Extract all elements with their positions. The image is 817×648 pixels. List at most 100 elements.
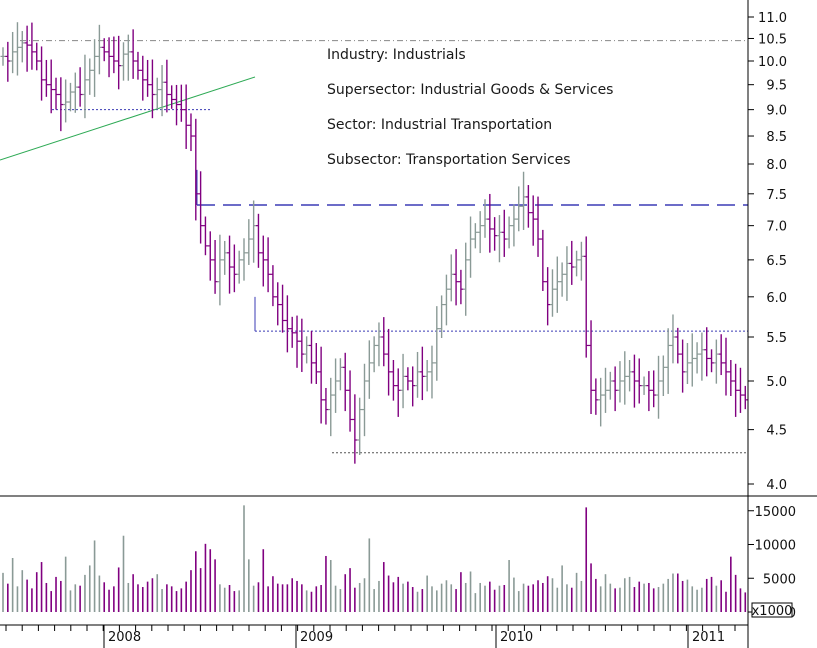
price-tick-label: 4.5 xyxy=(766,424,787,439)
price-bar xyxy=(617,361,623,403)
price-bar xyxy=(458,269,464,305)
price-bar xyxy=(564,246,570,301)
price-bar xyxy=(680,339,686,393)
price-bar xyxy=(448,254,454,302)
price-bar xyxy=(198,171,204,244)
price-bar xyxy=(395,368,401,417)
price-bar xyxy=(362,363,367,437)
volume-tick-label: 10000 xyxy=(755,539,796,554)
volume-tick-label: 5000 xyxy=(763,572,796,587)
price-bar xyxy=(405,367,411,391)
price-bar xyxy=(10,31,16,74)
price-tick-label: 8.5 xyxy=(766,130,787,145)
price-bar xyxy=(87,58,93,95)
price-bar xyxy=(308,330,314,384)
price-bar xyxy=(183,84,189,149)
price-bar xyxy=(694,342,700,374)
price-bar xyxy=(699,332,705,381)
price-bar xyxy=(627,359,633,392)
price-bar xyxy=(202,216,208,256)
price-bar xyxy=(709,349,715,373)
price-tick-label: 5.0 xyxy=(766,375,787,390)
price-bar xyxy=(641,376,647,395)
price-bar xyxy=(164,59,170,113)
price-bar xyxy=(145,59,151,97)
price-bar xyxy=(304,336,310,364)
price-bar xyxy=(246,219,252,265)
price-bar xyxy=(63,79,69,123)
price-bar xyxy=(511,204,517,247)
price-bar xyxy=(77,67,83,107)
price-bar xyxy=(569,240,575,285)
price-bar xyxy=(733,363,739,417)
price-bar xyxy=(660,355,666,397)
price-bar xyxy=(631,354,637,408)
price-bar xyxy=(275,282,281,326)
price-bar xyxy=(251,200,257,263)
price-bar xyxy=(578,241,584,281)
price-bar xyxy=(636,358,642,404)
price-bar xyxy=(270,265,276,307)
price-bar xyxy=(342,352,348,412)
price-bar xyxy=(593,378,599,415)
price-bar xyxy=(236,250,242,284)
price-bar xyxy=(58,77,64,132)
price-bar xyxy=(656,355,662,419)
price-bar xyxy=(410,366,416,407)
price-bar xyxy=(646,371,652,412)
price-bar xyxy=(723,337,729,396)
price-tick-label: 10.5 xyxy=(758,32,787,47)
price-bar xyxy=(439,295,445,338)
price-tick-label: 11.0 xyxy=(758,11,787,26)
price-bar xyxy=(280,284,286,333)
price-bar xyxy=(583,236,589,358)
volume-unit-label: x1000 xyxy=(752,604,793,619)
price-bar xyxy=(607,371,613,400)
price-bar xyxy=(125,34,131,81)
volume-unit-box xyxy=(751,602,793,618)
price-bar xyxy=(96,24,102,75)
price-bar xyxy=(400,353,406,409)
price-bar xyxy=(318,346,324,424)
price-bar xyxy=(289,316,295,348)
price-bar xyxy=(347,370,353,432)
price-bar xyxy=(140,55,146,101)
price-bar xyxy=(337,358,343,391)
price-bar xyxy=(255,213,261,268)
price-bar xyxy=(496,215,502,263)
price-bar xyxy=(588,320,594,414)
price-bar xyxy=(92,39,98,97)
price-bar xyxy=(72,72,78,113)
price-bar xyxy=(43,59,49,97)
price-bar xyxy=(154,77,160,110)
price-bar xyxy=(227,235,233,294)
price-bar xyxy=(366,340,372,399)
price-bar xyxy=(737,367,743,413)
price-tick-label: 7.5 xyxy=(766,188,787,203)
price-bar xyxy=(598,377,604,427)
price-bar xyxy=(429,345,435,399)
price-bar xyxy=(67,82,73,112)
price-tick-label: 10.0 xyxy=(758,55,787,70)
price-bar xyxy=(525,185,531,228)
price-bar xyxy=(689,333,695,387)
price-tick-label: 9.0 xyxy=(766,104,787,119)
price-bar xyxy=(506,216,512,249)
price-bar xyxy=(217,234,223,306)
price-bar xyxy=(101,38,107,62)
sector-label: Sector: Industrial Transportation xyxy=(327,117,553,133)
volume-tick-label: 15000 xyxy=(755,505,796,520)
price-bar xyxy=(149,59,155,119)
price-bar xyxy=(545,267,551,326)
price-bar xyxy=(82,54,88,119)
price-bar xyxy=(53,77,59,110)
price-bar xyxy=(130,29,136,79)
price-tick-label: 6.0 xyxy=(766,291,787,306)
price-tick-label: 4.0 xyxy=(766,478,787,493)
price-panel xyxy=(0,22,748,464)
price-bar xyxy=(612,366,618,412)
price-bar xyxy=(111,36,117,74)
price-bar xyxy=(357,397,363,456)
